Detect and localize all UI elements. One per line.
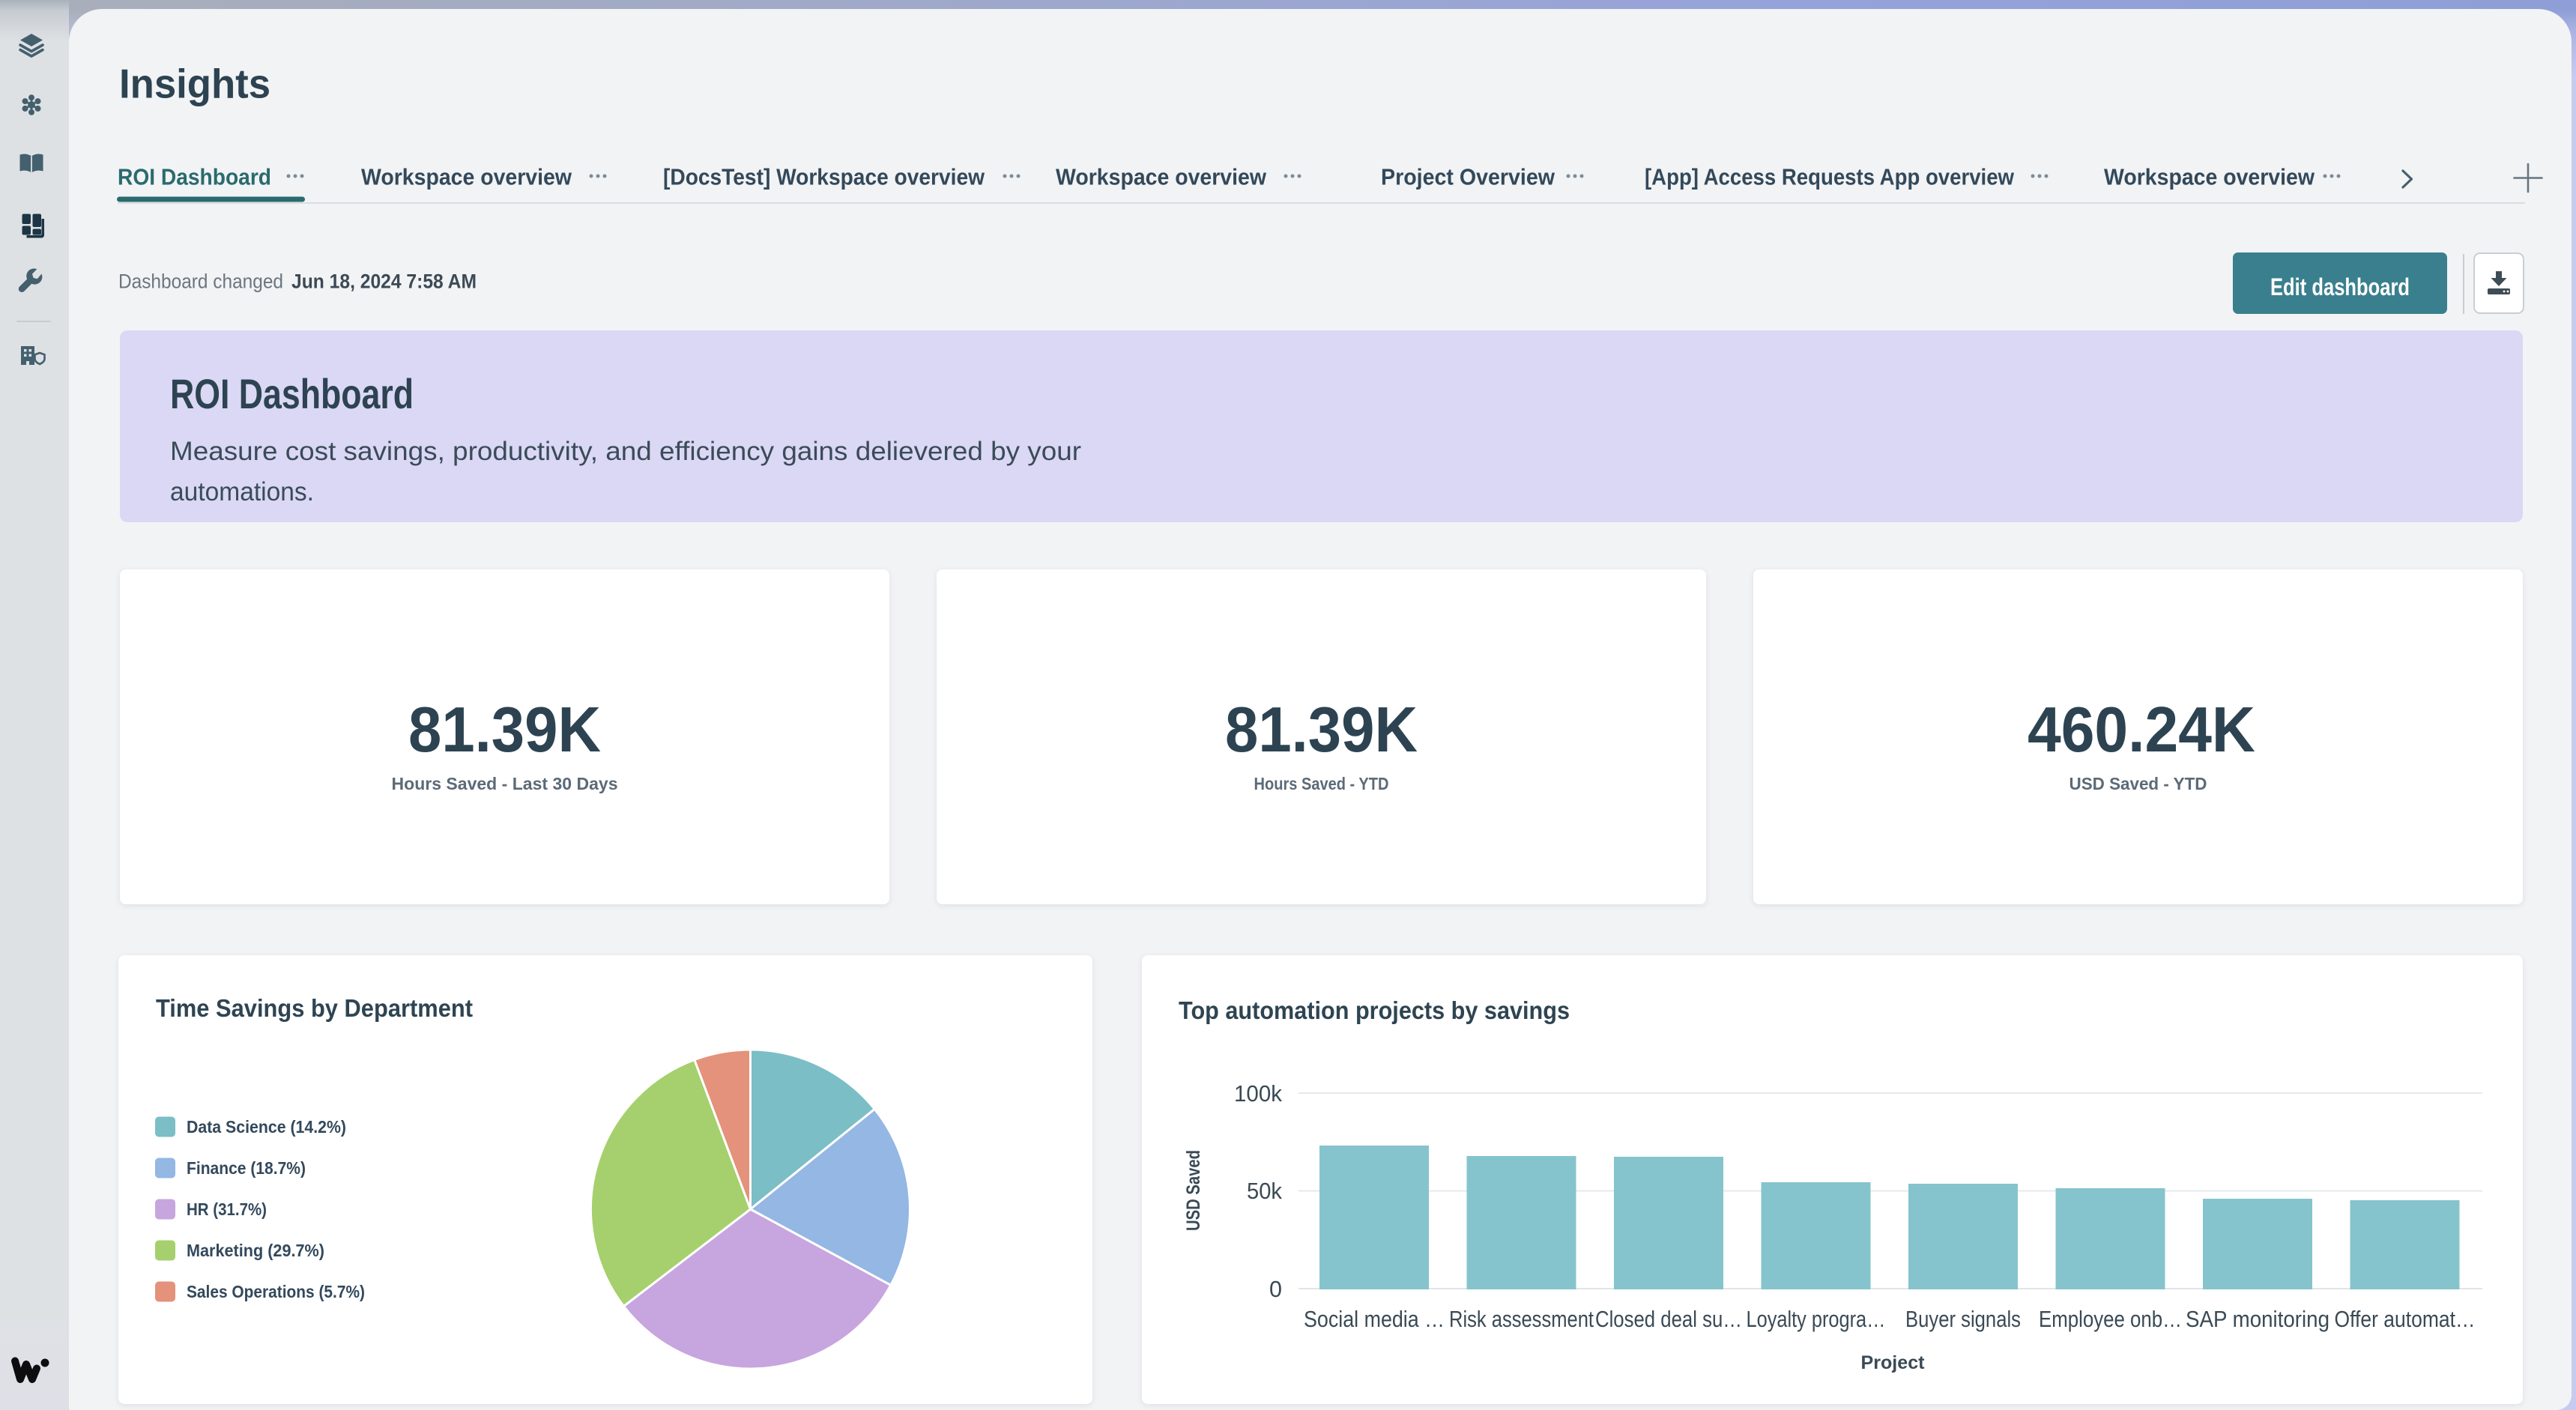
svg-text:Project: Project	[1861, 1352, 1926, 1373]
svg-text:Buyer signals: Buyer signals	[1905, 1306, 2021, 1332]
svg-text:Measure cost savings, producti: Measure cost savings, productivity, and …	[170, 437, 1081, 466]
svg-text:HR (31.7%): HR (31.7%)	[187, 1199, 267, 1219]
svg-text:Project Overview: Project Overview	[1381, 164, 1555, 190]
svg-text:81.39K: 81.39K	[408, 695, 601, 766]
svg-text:[App] Access Requests App over: [App] Access Requests App overview	[1645, 164, 2015, 190]
svg-text:SAP monitoring: SAP monitoring	[2186, 1306, 2329, 1332]
svg-text:Hours Saved - YTD: Hours Saved - YTD	[1254, 774, 1389, 793]
svg-text:Jun 18, 2024 7:58 AM: Jun 18, 2024 7:58 AM	[291, 270, 477, 293]
svg-text:Offer automat…: Offer automat…	[2335, 1306, 2476, 1332]
svg-text:50k: 50k	[1247, 1178, 1282, 1204]
svg-text:automations.: automations.	[170, 477, 314, 506]
svg-text:Marketing (29.7%): Marketing (29.7%)	[187, 1241, 324, 1260]
svg-text:Social media …: Social media …	[1304, 1306, 1445, 1332]
svg-text:Workspace overview: Workspace overview	[2104, 164, 2315, 190]
svg-text:Time Savings by Department: Time Savings by Department	[156, 994, 473, 1022]
svg-text:USD Saved - YTD: USD Saved - YTD	[2069, 774, 2207, 793]
svg-text:Top automation projects by sav: Top automation projects by savings	[1179, 996, 1570, 1024]
svg-text:Closed deal su…: Closed deal su…	[1595, 1306, 1742, 1332]
svg-text:Employee onb…: Employee onb…	[2039, 1306, 2182, 1332]
svg-text:100k: 100k	[1234, 1080, 1282, 1107]
svg-text:Sales Operations (5.7%): Sales Operations (5.7%)	[187, 1282, 365, 1301]
svg-text:Risk assessment: Risk assessment	[1449, 1306, 1594, 1332]
svg-text:Hours Saved - Last 30 Days: Hours Saved - Last 30 Days	[392, 774, 618, 793]
svg-text:Edit dashboard: Edit dashboard	[2270, 273, 2410, 300]
svg-text:ROI Dashboard: ROI Dashboard	[118, 164, 271, 190]
svg-text:ROI Dashboard: ROI Dashboard	[170, 370, 414, 417]
svg-text:Workspace overview: Workspace overview	[1056, 164, 1267, 190]
svg-text:Loyalty progra…: Loyalty progra…	[1747, 1306, 1886, 1332]
svg-text:USD Saved: USD Saved	[1183, 1150, 1204, 1231]
svg-text:0: 0	[1269, 1276, 1282, 1302]
svg-text:Dashboard changed: Dashboard changed	[118, 270, 283, 293]
svg-text:460.24K: 460.24K	[2028, 695, 2255, 766]
svg-text:81.39K: 81.39K	[1225, 695, 1418, 766]
svg-text:Finance (18.7%): Finance (18.7%)	[187, 1158, 306, 1178]
svg-text:Data Science (14.2%): Data Science (14.2%)	[187, 1117, 346, 1137]
svg-text:Insights: Insights	[119, 61, 270, 107]
svg-text:[DocsTest] Workspace overview: [DocsTest] Workspace overview	[663, 164, 985, 190]
svg-text:Workspace overview: Workspace overview	[361, 164, 572, 190]
